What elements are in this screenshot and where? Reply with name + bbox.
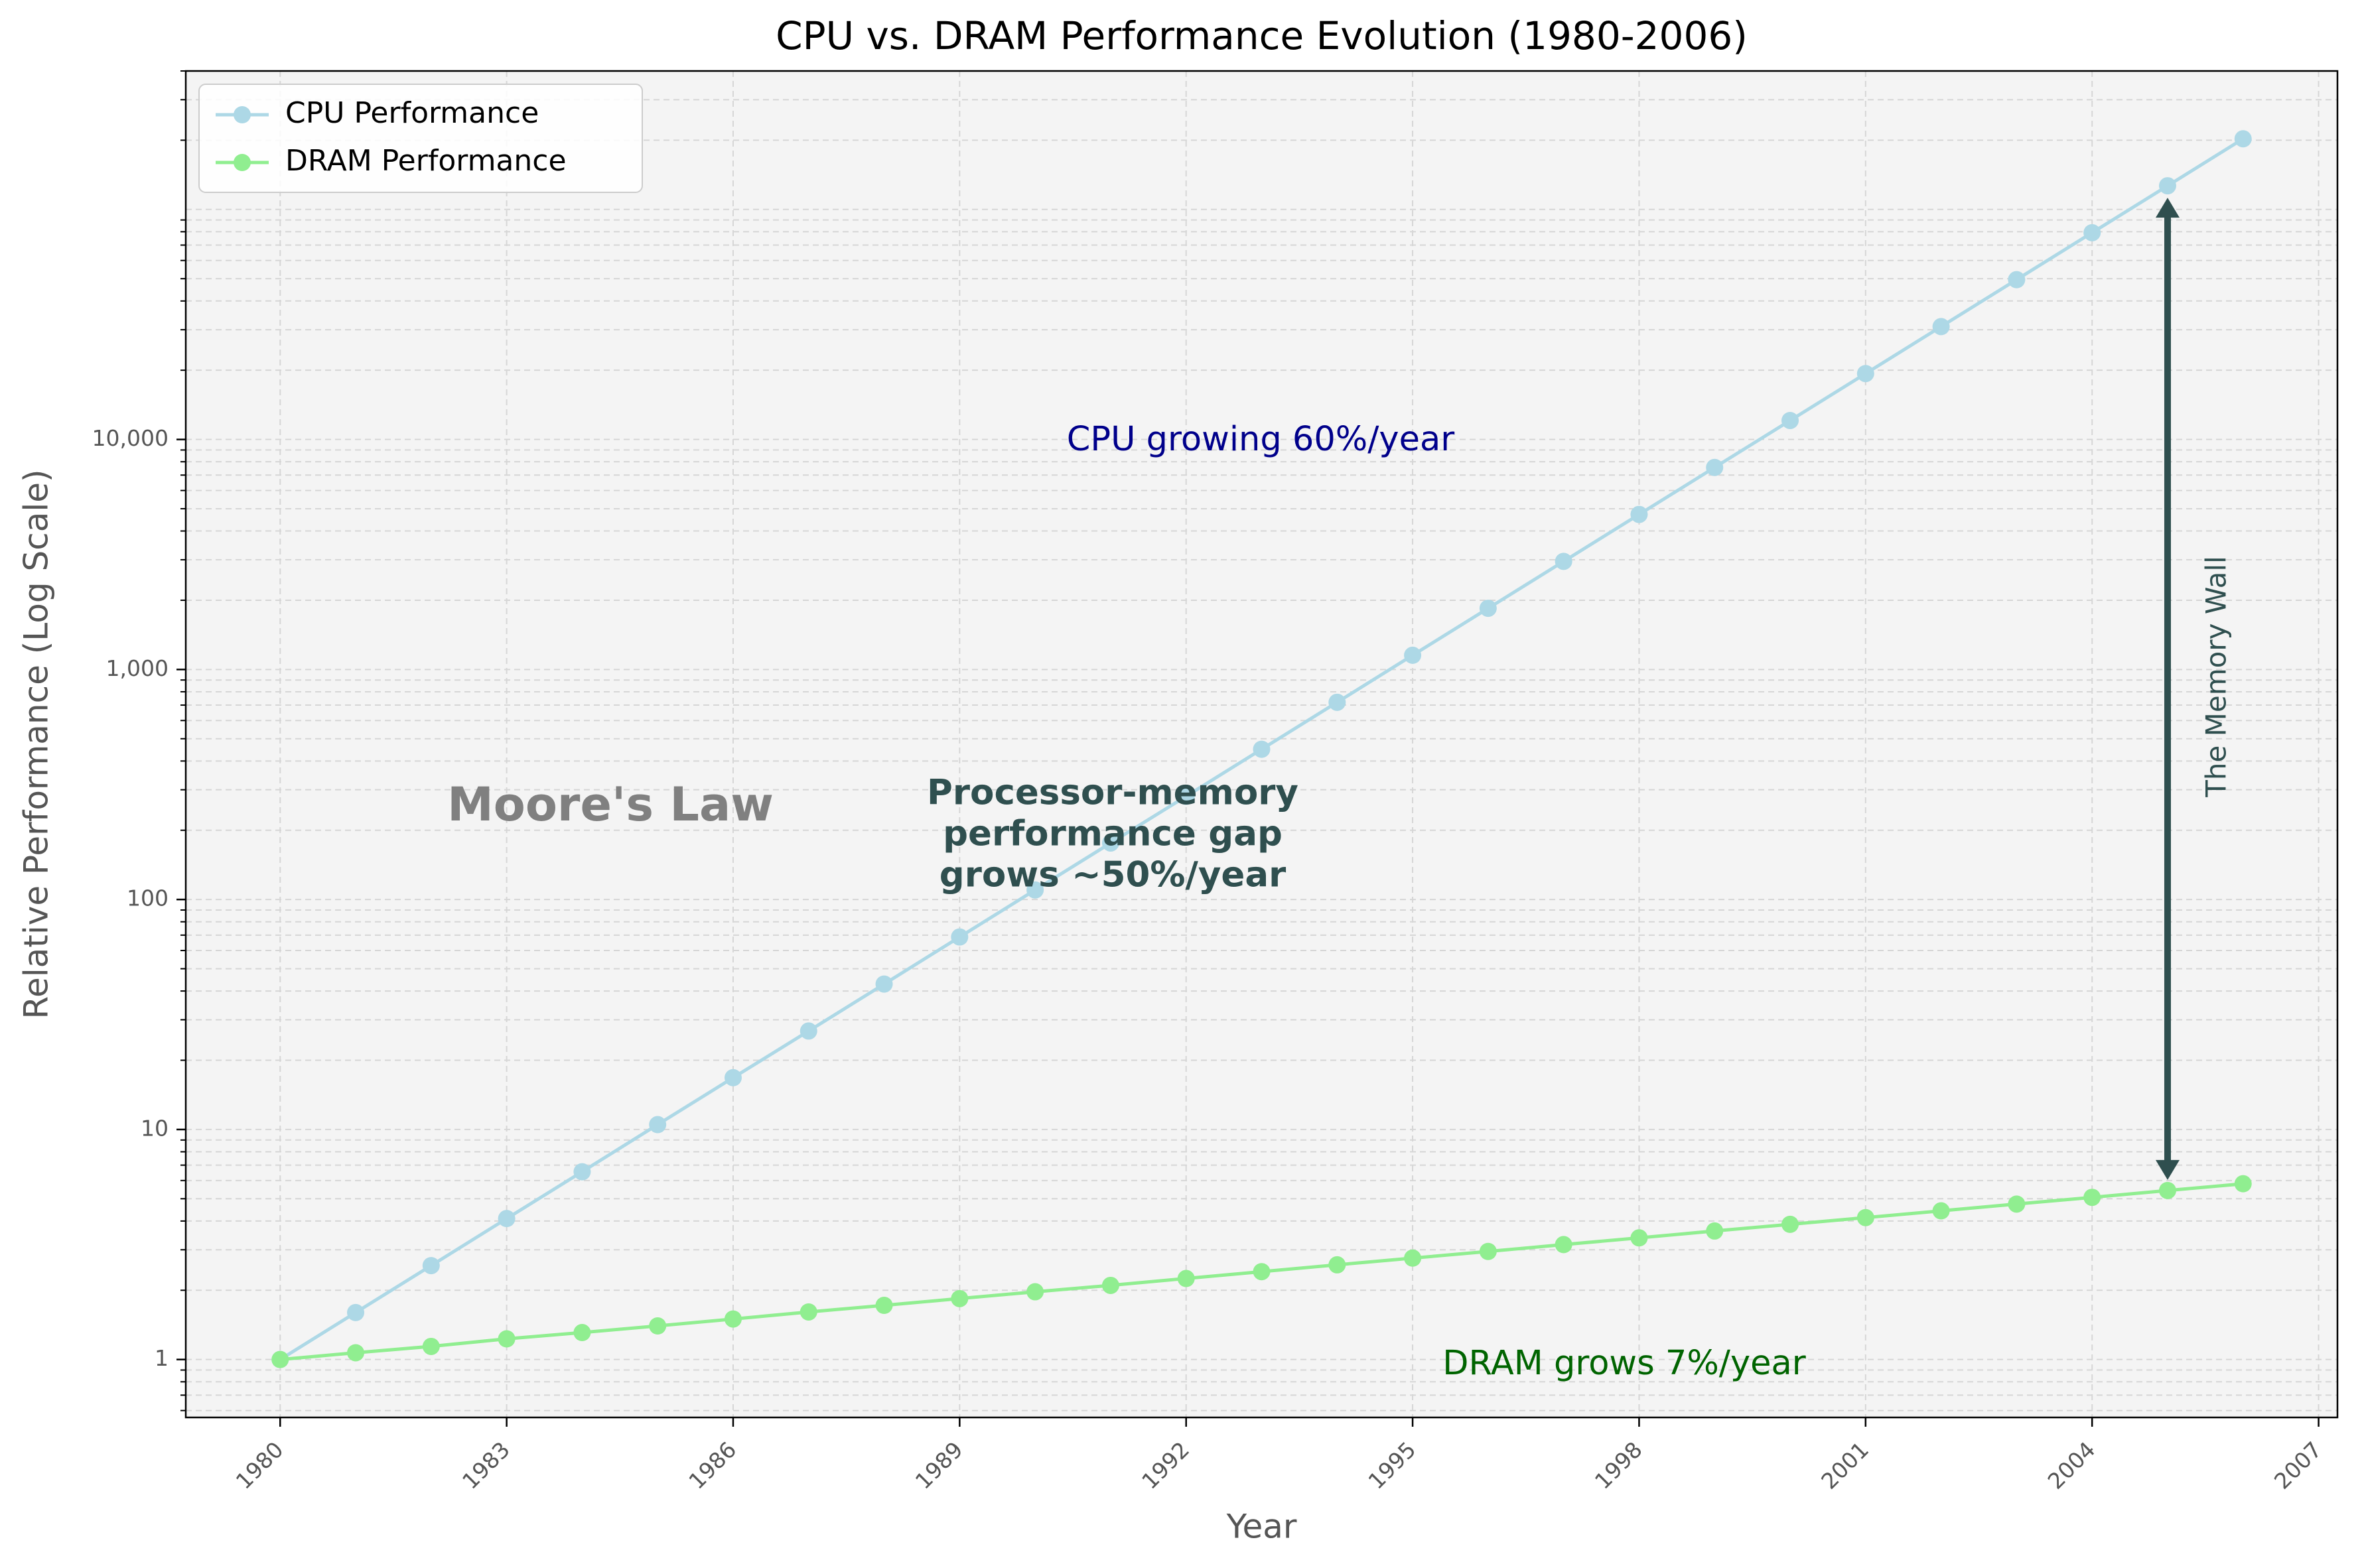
chart-title: CPU vs. DRAM Performance Evolution (1980… (776, 13, 1748, 58)
data-point (1253, 740, 1271, 758)
data-point (1328, 1256, 1346, 1274)
data-point (951, 1289, 969, 1307)
y-tick-label: 1 (155, 1345, 169, 1371)
data-point (1328, 693, 1346, 711)
data-point (422, 1257, 440, 1275)
x-tick-label: 1986 (683, 1437, 741, 1494)
y-tick-label: 10 (141, 1115, 169, 1141)
legend-item: CPU Performance (216, 96, 539, 130)
x-tick-label: 1992 (1137, 1437, 1194, 1494)
data-point (1630, 1229, 1648, 1247)
data-point (1101, 834, 1119, 852)
x-tick-label: 1998 (1590, 1437, 1647, 1494)
y-axis-label: Relative Performance (Log Scale) (17, 469, 56, 1019)
moores-law-annotation: Moore's Law (447, 777, 774, 832)
x-tick-label: 2007 (2269, 1437, 2327, 1494)
arrow-head-top (2155, 198, 2180, 218)
plot-frame (184, 70, 2339, 1419)
data-point (2158, 177, 2176, 195)
data-point (649, 1116, 667, 1134)
data-point (951, 928, 969, 946)
data-point (1706, 1222, 1724, 1240)
data-point (1177, 1270, 1195, 1287)
x-tick-label: 2004 (2043, 1437, 2101, 1494)
data-point (498, 1210, 516, 1228)
data-point (1630, 505, 1648, 523)
data-point (1932, 318, 1950, 336)
data-point (800, 1022, 817, 1040)
data-point (1479, 600, 1497, 618)
data-point (1555, 1236, 1572, 1254)
gap-annotation-line-2: performance gap (943, 814, 1283, 854)
data-point (2234, 130, 2252, 148)
grid (186, 70, 2337, 1417)
x-tick-label: 1980 (231, 1437, 289, 1494)
legend-label: DRAM Performance (285, 144, 567, 178)
y-tick-label: 1,000 (106, 655, 169, 681)
x-axis-label: Year (1226, 1508, 1297, 1546)
data-point (1026, 881, 1044, 899)
data-point (2158, 1181, 2176, 1199)
data-point (1932, 1202, 1950, 1220)
gap-annotation-line-1: Processor-memory (927, 773, 1298, 813)
memory-wall-annotation: The Memory Wall (2200, 556, 2233, 798)
series-cpu (271, 130, 2252, 1368)
legend-label: CPU Performance (285, 96, 539, 130)
dram-growth-annotation: DRAM grows 7%/year (1442, 1344, 1806, 1383)
y-tick-label: 10,000 (92, 425, 169, 451)
data-point (724, 1069, 742, 1086)
data-point (649, 1317, 667, 1335)
x-tick-label: 1995 (1363, 1437, 1421, 1494)
data-point (1781, 411, 1799, 429)
data-point (800, 1303, 817, 1321)
data-point (1781, 1215, 1799, 1233)
data-point (2234, 1175, 2252, 1193)
data-point (2008, 1195, 2026, 1213)
data-point (1404, 1249, 1422, 1267)
data-point (1479, 1242, 1497, 1260)
data-point (1856, 365, 1874, 383)
data-point (271, 1350, 289, 1368)
data-point (347, 1344, 365, 1362)
data-point (498, 1330, 516, 1348)
series-dram (271, 1175, 2252, 1368)
data-point (2008, 271, 2026, 289)
legend-swatch-marker (234, 154, 251, 171)
x-tick-label: 2001 (1816, 1437, 1874, 1494)
cpu-growth-annotation: CPU growing 60%/year (1067, 420, 1454, 459)
data-point (2083, 224, 2101, 241)
annotation-layer: Moore's Law Processor-memory performance… (447, 198, 2233, 1383)
data-point (1706, 458, 1724, 476)
data-point (573, 1324, 591, 1342)
x-tick-label: 1983 (457, 1437, 515, 1494)
data-point (573, 1163, 591, 1181)
data-point (1856, 1209, 1874, 1226)
x-tick-label: 1989 (910, 1437, 968, 1494)
arrow-head-bottom (2155, 1159, 2180, 1180)
legend-box (198, 84, 643, 193)
data-point (347, 1303, 365, 1321)
legend-swatch-marker (234, 106, 251, 123)
data-point (2083, 1189, 2101, 1207)
memory-wall-arrow (2155, 198, 2180, 1180)
data-point (1177, 787, 1195, 805)
data-point (1555, 553, 1572, 570)
data-point (422, 1337, 440, 1355)
legend: CPU Performance DRAM Performance (198, 84, 643, 193)
y-tick-label: 100 (127, 885, 169, 911)
data-point (1101, 1276, 1119, 1294)
data-point (875, 1297, 893, 1315)
data-point (1026, 1283, 1044, 1301)
series-layer (271, 130, 2252, 1368)
data-point (724, 1310, 742, 1328)
data-point (1404, 646, 1422, 664)
data-point (875, 975, 893, 993)
gap-annotation-line-3: grows ~50%/year (939, 855, 1286, 895)
data-point (1253, 1263, 1271, 1281)
legend-item: DRAM Performance (216, 144, 567, 178)
